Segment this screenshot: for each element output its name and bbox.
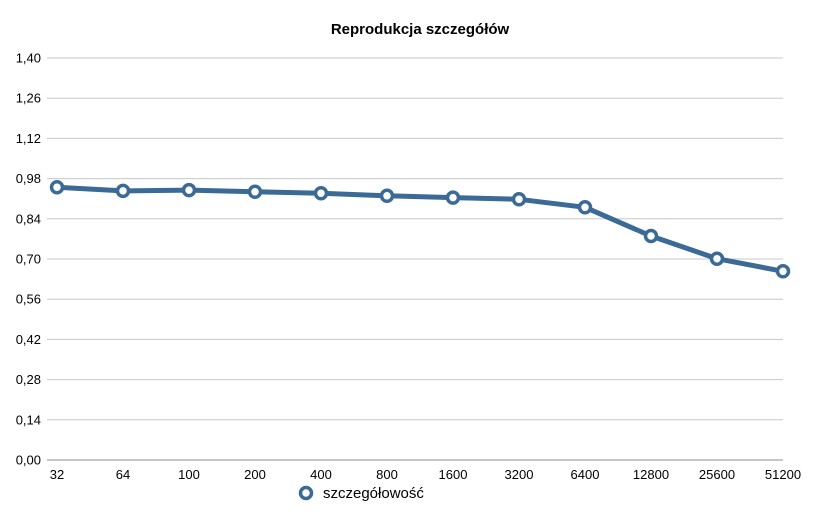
x-tick-label: 25600 <box>699 467 735 482</box>
data-point <box>577 200 593 215</box>
y-tick-label: 0,42 <box>16 332 41 347</box>
x-tick-label: 200 <box>244 467 266 482</box>
grid-lines <box>47 57 783 461</box>
data-point <box>115 183 131 199</box>
x-tick-label: 12800 <box>633 467 669 482</box>
y-tick-label: 0,84 <box>16 211 41 226</box>
y-tick-label: 1,12 <box>16 131 41 146</box>
chart-title: Reprodukcja szczegółów <box>330 21 510 38</box>
x-tick-label: 800 <box>376 467 398 482</box>
data-point <box>247 184 263 200</box>
x-tick-label: 32 <box>50 467 64 482</box>
legend-marker-icon <box>298 485 314 501</box>
x-tick-label: 64 <box>116 467 130 482</box>
y-tick-label: 1,40 <box>16 51 41 66</box>
y-tick-label: 0,28 <box>16 372 41 387</box>
x-tick-label: 51200 <box>765 467 801 482</box>
data-point <box>643 228 659 244</box>
y-tick-label: 0,00 <box>16 453 41 468</box>
data-point <box>379 188 395 204</box>
y-tick-label: 1,26 <box>16 91 41 106</box>
series-layer <box>49 179 791 279</box>
data-point <box>511 192 527 207</box>
x-tick-label: 6400 <box>571 467 600 482</box>
y-tick-label: 0,98 <box>16 171 41 186</box>
data-point <box>775 264 791 279</box>
x-axis-tick-labels: 32 64 100 200 400 800 1600 3200 6400 12800 25600 51… <box>50 467 801 482</box>
x-tick-label: 400 <box>310 467 332 482</box>
x-tick-label: 3200 <box>505 467 534 482</box>
data-point <box>445 190 461 205</box>
x-tick-label: 1600 <box>439 467 468 482</box>
y-tick-label: 0,14 <box>16 412 41 427</box>
y-tick-label: 0,56 <box>16 292 41 307</box>
x-tick-label: 100 <box>178 467 200 482</box>
series-line <box>54 184 786 274</box>
y-axis-tick-labels: 1,40 1,26 1,12 0,98 0,84 0,70 0,56 0,42 0,28 0,14… <box>16 51 41 468</box>
data-point <box>49 179 65 195</box>
data-point <box>709 251 725 266</box>
y-tick-label: 0,70 <box>16 252 41 267</box>
legend: szczegółowość <box>297 483 424 503</box>
data-point <box>181 182 197 198</box>
data-point <box>313 185 329 201</box>
legend-label: szczegółowość <box>323 484 424 502</box>
